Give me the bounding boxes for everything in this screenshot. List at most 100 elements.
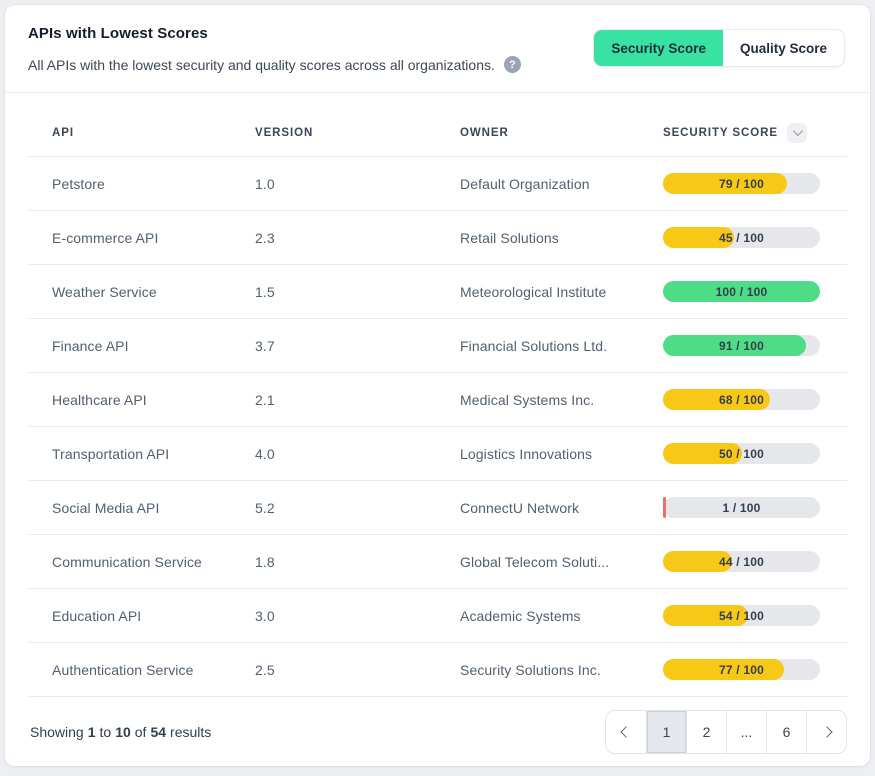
subtitle-row: All APIs with the lowest security and qu… (28, 56, 521, 73)
api-cell: Weather Service (52, 283, 157, 300)
api-cell: E-commerce API (52, 229, 159, 246)
score-toggle-group: Security Score Quality Score (593, 29, 845, 67)
column-header-security-score-label: SECURITY SCORE (663, 126, 778, 139)
api-cell: Healthcare API (52, 391, 147, 408)
owner-cell: Medical Systems Inc. (460, 391, 595, 408)
api-cell: Authentication Service (52, 661, 194, 678)
table-row[interactable]: Transportation API 4.0 Logistics Innovat… (28, 427, 847, 481)
score-bar: 100 / 100 (663, 281, 820, 302)
pagination-page-1[interactable]: 1 (646, 710, 686, 753)
score-bar-label: 68 / 100 (719, 392, 764, 407)
sort-button[interactable] (786, 122, 807, 143)
pagination-next[interactable] (806, 710, 846, 753)
table-row[interactable]: Petstore 1.0 Default Organization 79 / 1… (28, 157, 847, 211)
api-cell: Social Media API (52, 499, 160, 516)
table-row[interactable]: Healthcare API 2.1 Medical Systems Inc. … (28, 373, 847, 427)
column-header-owner: OWNER (460, 126, 509, 139)
table-row[interactable]: Communication Service 1.8 Global Telecom… (28, 535, 847, 589)
owner-cell: Meteorological Institute (460, 283, 607, 300)
version-cell: 4.0 (255, 445, 275, 462)
score-bar-label: 50 / 100 (719, 446, 764, 461)
summary-showing: Showing (30, 723, 84, 740)
score-bar-fill (663, 281, 820, 302)
version-cell: 2.3 (255, 229, 275, 246)
score-cell: 50 / 100 (663, 443, 847, 464)
table-row[interactable]: Social Media API 5.2 ConnectU Network 1 … (28, 481, 847, 535)
score-bar-label: 44 / 100 (719, 554, 764, 569)
table-row[interactable]: Weather Service 1.5 Meteorological Insti… (28, 265, 847, 319)
pagination: 1 2... 6 (605, 709, 847, 754)
score-bar: 1 / 100 (663, 497, 820, 518)
score-cell: 45 / 100 (663, 227, 847, 248)
score-bar-label: 1 / 100 (722, 500, 761, 515)
version-cell: 5.2 (255, 499, 275, 516)
score-bar-fill (663, 659, 784, 680)
summary-to-word: to (99, 723, 112, 740)
help-icon[interactable]: ? (503, 56, 521, 73)
score-bar-fill (663, 443, 742, 464)
apis-lowest-scores-card: APIs with Lowest Scores All APIs with th… (5, 5, 870, 766)
version-cell: 3.7 (255, 337, 275, 354)
score-bar-fill (663, 173, 788, 194)
score-cell: 79 / 100 (663, 173, 847, 194)
owner-cell: ConnectU Network (460, 499, 580, 516)
summary-total: 54 (150, 723, 167, 740)
score-bar: 68 / 100 (663, 389, 820, 410)
table-footer: Showing 1 to 10 of 54 results 1 2... 6 (28, 697, 847, 766)
version-cell: 1.5 (255, 283, 275, 300)
toggle-security-score[interactable]: Security Score (594, 30, 723, 66)
column-header-api: API (52, 126, 74, 139)
score-bar-label: 79 / 100 (719, 176, 764, 191)
column-header-security-score: SECURITY SCORE (663, 122, 847, 143)
score-cell: 44 / 100 (663, 551, 847, 572)
chevron-right-icon (820, 725, 833, 738)
score-bar-fill (663, 227, 734, 248)
table-row[interactable]: E-commerce API 2.3 Retail Solutions 45 /… (28, 211, 847, 265)
table-row[interactable]: Finance API 3.7 Financial Solutions Ltd.… (28, 319, 847, 373)
api-cell: Communication Service (52, 553, 202, 570)
summary-from: 1 (87, 723, 96, 740)
summary-results-word: results (170, 723, 212, 740)
table-row[interactable]: Education API 3.0 Academic Systems 54 / … (28, 589, 847, 643)
score-bar-fill (663, 551, 733, 572)
score-bar-fill (663, 497, 666, 518)
toggle-quality-score[interactable]: Quality Score (723, 30, 844, 66)
score-cell: 91 / 100 (663, 335, 847, 356)
pagination-prev[interactable] (606, 710, 646, 753)
score-bar: 50 / 100 (663, 443, 820, 464)
score-bar-fill (663, 605, 748, 626)
api-cell: Petstore (52, 175, 105, 192)
version-cell: 1.8 (255, 553, 275, 570)
api-cell: Transportation API (52, 445, 170, 462)
score-bar: 91 / 100 (663, 335, 820, 356)
owner-cell: Financial Solutions Ltd. (460, 337, 608, 354)
score-bar-label: 77 / 100 (719, 662, 764, 677)
pagination-ellipsis[interactable]: ... (726, 710, 766, 753)
owner-cell: Global Telecom Soluti... (460, 553, 610, 570)
summary-to: 10 (115, 723, 131, 740)
version-cell: 2.1 (255, 391, 275, 408)
card-header: APIs with Lowest Scores All APIs with th… (5, 5, 870, 93)
version-cell: 2.5 (255, 661, 275, 678)
owner-cell: Retail Solutions (460, 229, 559, 246)
api-cell: Finance API (52, 337, 129, 354)
score-bar-label: 54 / 100 (719, 608, 764, 623)
score-cell: 68 / 100 (663, 389, 847, 410)
score-cell: 100 / 100 (663, 281, 847, 302)
score-cell: 1 / 100 (663, 497, 847, 518)
score-cell: 77 / 100 (663, 659, 847, 680)
results-summary: Showing 1 to 10 of 54 results (28, 724, 211, 740)
pagination-page-2[interactable]: 2 (686, 710, 726, 753)
page-title: APIs with Lowest Scores (28, 25, 208, 42)
score-cell: 54 / 100 (663, 605, 847, 626)
score-bar: 45 / 100 (663, 227, 820, 248)
pagination-page-6[interactable]: 6 (766, 710, 806, 753)
summary-of-word: of (134, 723, 147, 740)
header-text-block: APIs with Lowest Scores All APIs with th… (28, 25, 521, 73)
score-bar-label: 91 / 100 (719, 338, 764, 353)
score-bar-fill (663, 389, 770, 410)
table-row[interactable]: Authentication Service 2.5 Security Solu… (28, 643, 847, 697)
version-cell: 3.0 (255, 607, 275, 624)
table-body: Petstore 1.0 Default Organization 79 / 1… (5, 157, 870, 697)
table-header-row: API VERSION OWNER SECURITY SCORE (28, 93, 847, 157)
